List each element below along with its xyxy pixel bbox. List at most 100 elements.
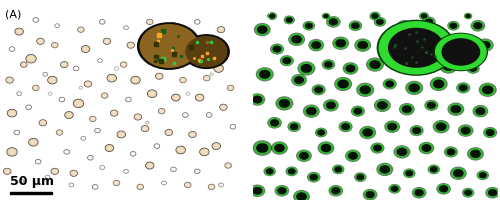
- Circle shape: [464, 190, 472, 196]
- Circle shape: [326, 102, 336, 109]
- Circle shape: [421, 14, 427, 18]
- Circle shape: [364, 189, 376, 200]
- Circle shape: [425, 100, 438, 110]
- Circle shape: [448, 22, 459, 30]
- Circle shape: [266, 168, 274, 174]
- Circle shape: [384, 120, 400, 133]
- Circle shape: [90, 116, 96, 122]
- Circle shape: [70, 170, 78, 176]
- Circle shape: [84, 81, 92, 87]
- Circle shape: [448, 103, 464, 116]
- Circle shape: [269, 14, 275, 18]
- Circle shape: [271, 141, 288, 155]
- Circle shape: [190, 56, 200, 65]
- Circle shape: [370, 12, 380, 20]
- Circle shape: [486, 187, 500, 199]
- Circle shape: [462, 188, 474, 197]
- Circle shape: [196, 94, 204, 101]
- Circle shape: [15, 28, 24, 35]
- Circle shape: [331, 187, 340, 194]
- Circle shape: [156, 73, 163, 79]
- Circle shape: [341, 123, 350, 130]
- Circle shape: [439, 185, 448, 192]
- Circle shape: [276, 97, 292, 110]
- Circle shape: [358, 41, 368, 49]
- Circle shape: [370, 60, 380, 69]
- Circle shape: [430, 166, 438, 172]
- Circle shape: [214, 65, 224, 72]
- Circle shape: [336, 78, 351, 90]
- Circle shape: [270, 119, 279, 126]
- Circle shape: [297, 150, 311, 161]
- Circle shape: [464, 13, 472, 19]
- Circle shape: [315, 128, 328, 137]
- Circle shape: [382, 78, 396, 89]
- Circle shape: [430, 166, 438, 172]
- Circle shape: [410, 125, 424, 136]
- Circle shape: [420, 61, 428, 68]
- Circle shape: [461, 127, 470, 134]
- Circle shape: [198, 38, 206, 44]
- Circle shape: [48, 76, 57, 84]
- Circle shape: [468, 148, 483, 160]
- Circle shape: [380, 165, 390, 174]
- Circle shape: [137, 184, 143, 189]
- Circle shape: [480, 41, 490, 49]
- Circle shape: [338, 80, 349, 88]
- Circle shape: [406, 170, 413, 176]
- Circle shape: [293, 190, 310, 203]
- Circle shape: [254, 23, 271, 36]
- Circle shape: [482, 86, 493, 94]
- Circle shape: [366, 191, 374, 198]
- Circle shape: [358, 84, 373, 96]
- Circle shape: [310, 174, 318, 180]
- Circle shape: [400, 22, 409, 29]
- Circle shape: [264, 166, 276, 176]
- Circle shape: [352, 106, 364, 116]
- Circle shape: [372, 13, 378, 19]
- Circle shape: [469, 65, 477, 72]
- Circle shape: [290, 123, 298, 130]
- Circle shape: [286, 167, 297, 176]
- Circle shape: [39, 120, 46, 126]
- Circle shape: [456, 41, 466, 49]
- Circle shape: [412, 127, 421, 134]
- Circle shape: [384, 79, 396, 89]
- Circle shape: [148, 90, 157, 97]
- Circle shape: [294, 76, 304, 84]
- Circle shape: [346, 65, 355, 72]
- Circle shape: [252, 187, 262, 195]
- Circle shape: [322, 60, 334, 69]
- Circle shape: [305, 23, 312, 29]
- Circle shape: [460, 127, 470, 134]
- Circle shape: [7, 109, 17, 117]
- Circle shape: [458, 124, 473, 137]
- Circle shape: [440, 60, 456, 73]
- Circle shape: [380, 35, 395, 47]
- Circle shape: [312, 85, 325, 95]
- Circle shape: [370, 12, 380, 20]
- Circle shape: [280, 55, 294, 66]
- Circle shape: [453, 169, 464, 177]
- Circle shape: [274, 144, 284, 152]
- Circle shape: [321, 144, 331, 152]
- Circle shape: [375, 100, 390, 111]
- Circle shape: [414, 189, 424, 196]
- Circle shape: [327, 17, 340, 27]
- Circle shape: [478, 171, 488, 180]
- Circle shape: [430, 77, 448, 91]
- Circle shape: [482, 85, 494, 94]
- Circle shape: [51, 168, 59, 174]
- Circle shape: [348, 20, 362, 31]
- Circle shape: [477, 38, 494, 52]
- Circle shape: [117, 131, 126, 138]
- Circle shape: [422, 16, 436, 27]
- Circle shape: [298, 62, 314, 75]
- Circle shape: [282, 57, 291, 64]
- Circle shape: [292, 35, 302, 43]
- Circle shape: [390, 186, 398, 192]
- Circle shape: [298, 61, 316, 76]
- Circle shape: [346, 150, 360, 161]
- Circle shape: [427, 102, 436, 109]
- Circle shape: [269, 14, 276, 19]
